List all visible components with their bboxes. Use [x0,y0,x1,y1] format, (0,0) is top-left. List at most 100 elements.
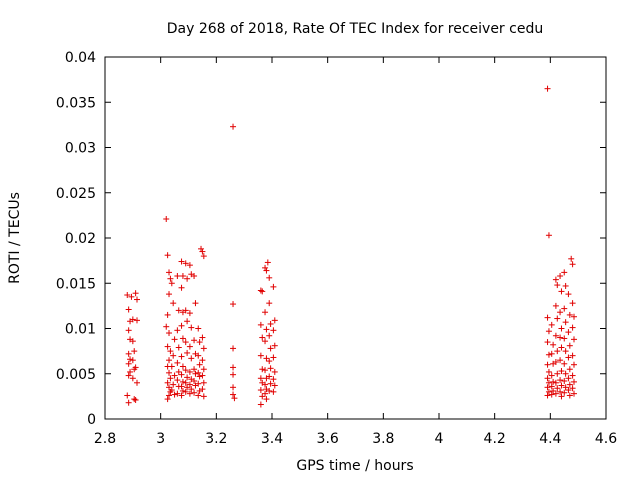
data-point [199,334,206,341]
data-point [170,352,177,359]
data-point [566,392,573,399]
data-point [558,288,565,295]
x-tick-label: 4 [435,431,444,447]
data-point [271,317,278,324]
data-point [178,322,185,329]
data-point [174,327,181,334]
data-point [548,383,555,390]
data-point [561,269,568,276]
data-point [270,354,277,361]
data-point [166,357,173,364]
data-point [270,388,277,395]
data-point [545,388,552,395]
data-point [548,391,555,398]
y-tick-label: 0.04 [65,50,96,66]
data-point [565,291,572,298]
data-point [178,392,185,399]
data-point [561,377,568,384]
data-point [266,300,273,307]
data-point [200,366,207,373]
data-point [266,274,273,281]
x-tick-label: 3 [156,431,165,447]
data-point [545,328,552,335]
data-point [557,357,564,364]
data-point [557,334,564,341]
data-point [566,311,573,318]
data-point [171,336,178,343]
data-point [562,370,569,377]
data-point [188,355,195,362]
data-point [558,344,565,351]
x-axis-label: GPS time / hours [296,458,413,474]
data-point [184,318,191,325]
data-point [129,375,136,382]
data-point [178,258,185,265]
data-point [565,375,572,382]
data-point [129,316,136,323]
data-point [174,390,181,397]
data-point [550,387,557,394]
data-point [184,384,191,391]
data-point [182,379,189,386]
data-point [257,375,264,382]
data-point [163,323,170,330]
data-point [125,372,132,379]
data-point [175,344,182,351]
data-point [125,360,132,367]
data-point [168,363,175,370]
data-point [558,393,565,400]
data-point [550,341,557,348]
data-point [569,324,576,331]
data-point [166,384,173,391]
y-axis-label: ROTI / TECUs [7,192,23,284]
data-point [174,359,181,366]
data-point [565,387,572,394]
data-point [544,339,551,346]
data-point [562,384,569,391]
data-point [557,273,564,280]
data-point [186,390,193,397]
data-point [182,339,189,346]
data-point [131,396,138,403]
data-point [257,387,264,394]
data-point [257,287,264,294]
data-point [168,280,175,287]
data-point [127,368,134,375]
x-tick-label: 3.8 [372,431,394,447]
data-point [544,361,551,368]
data-point [168,387,175,394]
data-point [178,383,185,390]
data-point [570,361,577,368]
data-point [569,372,576,379]
data-point [552,332,559,339]
data-point [263,355,270,362]
data-point [271,342,278,349]
data-point [125,350,132,357]
data-point [182,260,189,267]
data-point [266,332,273,339]
data-point [544,375,551,382]
data-point [164,343,171,350]
data-point [164,379,171,386]
data-point [191,377,198,384]
data-point [132,364,139,371]
data-point [182,388,189,395]
data-point [196,361,203,368]
data-point [199,372,206,379]
data-point [127,356,134,363]
y-tick-label: 0 [87,412,96,428]
data-point [230,123,237,130]
data-point [179,335,186,342]
data-point [561,305,568,312]
data-point [170,381,177,388]
data-point [259,393,266,400]
data-point [186,343,193,350]
data-point [545,351,552,358]
data-point [175,307,182,314]
data-point [267,345,274,352]
data-point [200,253,207,260]
data-point [132,396,139,403]
data-point [552,390,559,397]
data-point [262,264,269,271]
